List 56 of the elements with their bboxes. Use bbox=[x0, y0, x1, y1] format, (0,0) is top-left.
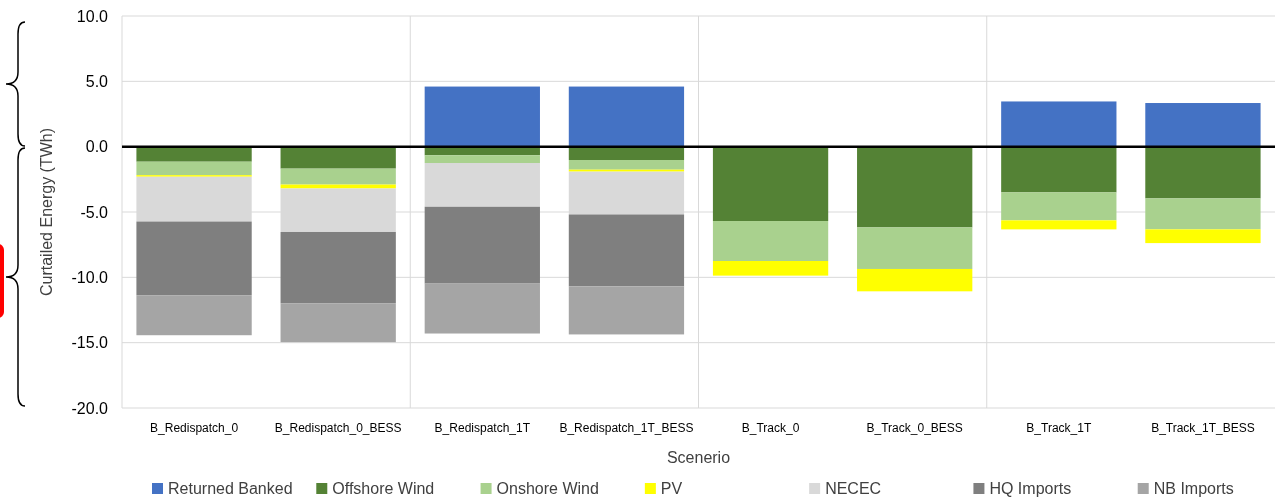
bar bbox=[568, 214, 685, 287]
bar bbox=[1145, 229, 1261, 244]
y-tick-label: 10.0 bbox=[76, 7, 109, 25]
legend-label: Onshore Wind bbox=[496, 480, 599, 497]
bar bbox=[424, 163, 540, 207]
x-tick-label: B_Redispatch_1T bbox=[434, 421, 531, 435]
legend-label: Offshore Wind bbox=[332, 480, 435, 497]
bar bbox=[568, 146, 685, 160]
y-tick-label: 0.0 bbox=[85, 138, 109, 156]
bar bbox=[712, 261, 829, 276]
x-tick-label: B_Track_1T bbox=[1026, 421, 1092, 435]
y-tick-label: -10.0 bbox=[71, 268, 109, 286]
bar bbox=[424, 283, 540, 334]
legend-label: Returned Banked bbox=[168, 480, 293, 497]
bar bbox=[568, 160, 685, 170]
bar bbox=[424, 155, 540, 163]
bar bbox=[424, 86, 540, 147]
y-tick-label: -15.0 bbox=[71, 334, 109, 352]
bar bbox=[280, 146, 396, 169]
x-tick-label: B_Track_1T_BESS bbox=[1151, 421, 1255, 435]
bar bbox=[712, 221, 829, 261]
bar bbox=[136, 295, 252, 336]
legend-label: HQ Imports bbox=[989, 480, 1072, 497]
bar bbox=[1145, 198, 1261, 230]
legend-label: PV bbox=[660, 480, 683, 497]
bar bbox=[857, 227, 973, 269]
legend-label: NECEC bbox=[825, 480, 882, 497]
x-tick-label: B_Track_0 bbox=[741, 421, 800, 435]
y-tick-label: -5.0 bbox=[80, 203, 109, 221]
bar bbox=[1145, 103, 1261, 147]
bar bbox=[280, 168, 396, 185]
bar bbox=[1001, 192, 1117, 221]
x-axis-title: Scenerio bbox=[666, 449, 731, 466]
bar bbox=[136, 221, 252, 296]
y-tick-label: 5.0 bbox=[85, 72, 109, 90]
legend-label: NB Imports bbox=[1153, 480, 1234, 497]
bar bbox=[136, 161, 252, 176]
x-tick-label: B_Redispatch_0_BESS bbox=[274, 421, 402, 435]
bar bbox=[857, 146, 973, 228]
bar bbox=[1001, 146, 1117, 193]
bar bbox=[136, 146, 252, 162]
y-tick-label: -20.0 bbox=[71, 399, 109, 417]
x-tick-label: B_Track_0_BESS bbox=[866, 421, 963, 435]
bar bbox=[1001, 101, 1117, 147]
bar bbox=[568, 286, 685, 335]
bar bbox=[1145, 146, 1261, 199]
x-tick-label: B_Redispatch_1T_BESS bbox=[559, 421, 694, 435]
bar bbox=[280, 303, 396, 343]
bar bbox=[568, 86, 685, 147]
bar bbox=[424, 206, 540, 284]
bar bbox=[857, 268, 973, 292]
bar bbox=[712, 146, 829, 222]
bar bbox=[1001, 220, 1117, 230]
x-tick-label: B_Redispatch_0 bbox=[150, 421, 239, 435]
bar bbox=[280, 231, 396, 304]
y-axis-title: Curtailed Energy (TWh) bbox=[38, 127, 55, 297]
